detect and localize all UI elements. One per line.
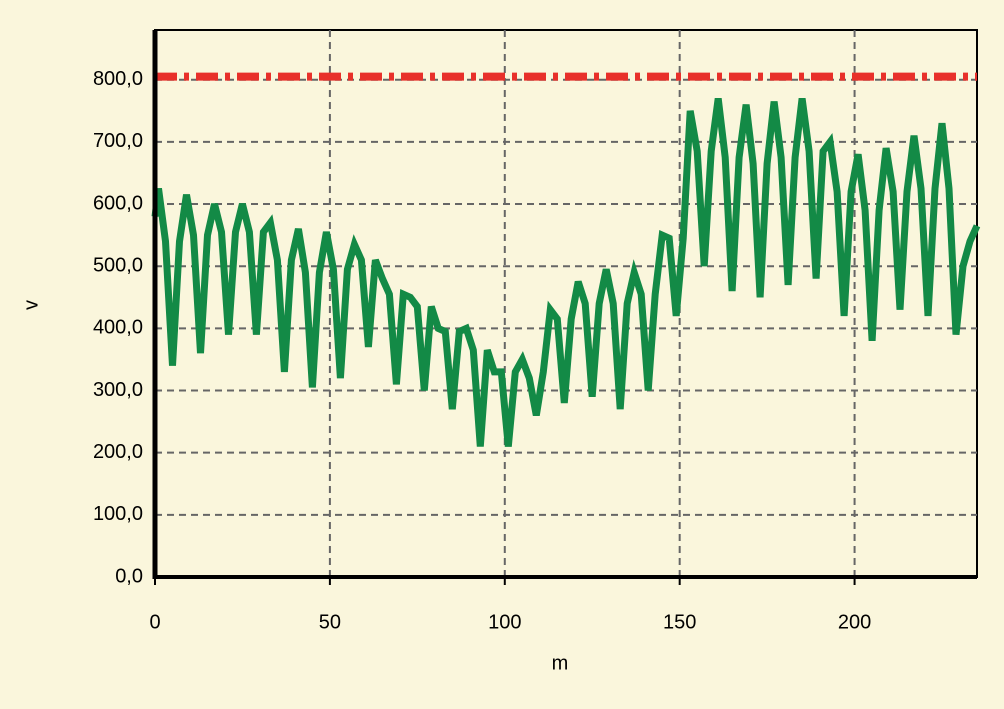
x-tick-label: 100 xyxy=(488,611,521,633)
y-tick-label: 400,0 xyxy=(93,317,143,339)
y-tick-label: 200,0 xyxy=(93,441,143,463)
y-tick-label: 700,0 xyxy=(93,130,143,152)
y-tick-label: 300,0 xyxy=(93,379,143,401)
x-tick-label: 0 xyxy=(149,611,160,633)
y-tick-label: 600,0 xyxy=(93,192,143,214)
x-tick-label: 50 xyxy=(319,611,341,633)
y-tick-label: 100,0 xyxy=(93,503,143,525)
series-line xyxy=(151,97,981,447)
x-tick-label: 150 xyxy=(663,611,696,633)
x-tick-label: 200 xyxy=(838,611,871,633)
y-tick-label: 500,0 xyxy=(93,254,143,276)
x-axis-label: m xyxy=(552,652,569,674)
y-tick-label: 800,0 xyxy=(93,68,143,90)
y-axis-label: v xyxy=(20,300,42,310)
y-tick-label: 0,0 xyxy=(115,565,143,587)
